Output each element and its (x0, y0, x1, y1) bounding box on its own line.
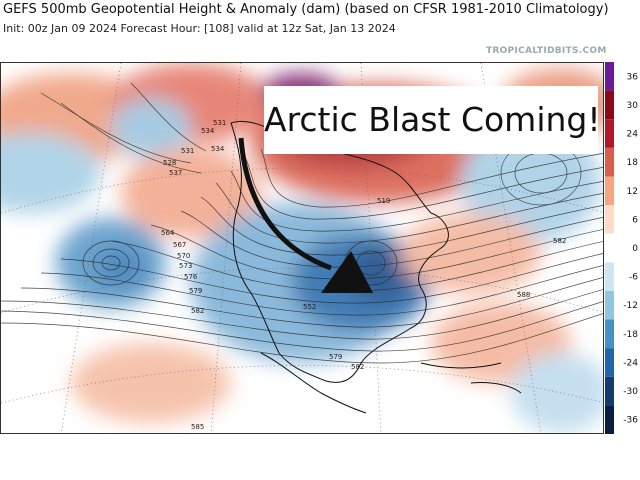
colorbar-swatch (605, 205, 614, 234)
contour-label: 579 (189, 287, 202, 295)
colorbar-tick-label: -18 (623, 330, 638, 340)
contour-label: 588 (517, 291, 530, 299)
colorbar-swatch (605, 147, 614, 177)
page-title: GEFS 500mb Geopotential Height & Anomaly… (3, 2, 609, 17)
colorbar-swatch (605, 319, 614, 349)
contour-label: 528 (163, 159, 176, 167)
contour-label: 534 (201, 127, 215, 135)
colorbar-tick-label: 36 (627, 72, 639, 82)
height-contours (1, 82, 603, 364)
contour-label: 582 (351, 363, 364, 371)
colorbar-swatch (605, 233, 614, 263)
colorbar-swatch (605, 119, 614, 148)
arctic-blast-callout: Arctic Blast Coming! (264, 86, 601, 154)
colorbar-tick-label: 24 (627, 130, 639, 140)
colorbar-swatch (605, 290, 614, 320)
colorbar-tick-label: 0 (632, 244, 638, 254)
contour-label: 534 (211, 145, 225, 153)
colorbar-tick-label: 30 (627, 101, 639, 111)
colorbar-tick-label: -24 (623, 358, 638, 368)
colorbar-legend: 36 30 24 18 12 6 0 -6 -12 -18 -24 -30 -36 (605, 62, 640, 434)
colorbar-graphic: 36 30 24 18 12 6 0 -6 -12 -18 -24 -30 -36 (605, 62, 639, 434)
contour-label: 564 (161, 229, 175, 237)
colorbar-swatch (605, 376, 614, 406)
colorbar-tick-label: 6 (632, 215, 638, 225)
contour-label: 573 (179, 262, 192, 270)
colorbar-swatch (605, 90, 614, 120)
contour-label: 582 (553, 237, 566, 245)
page-subtitle: Init: 00z Jan 09 2024 Forecast Hour: [10… (3, 22, 396, 35)
colorbar-swatch (605, 62, 614, 91)
site-credit: TROPICALTIDBITS.COM (486, 46, 607, 56)
contour-label: 567 (173, 241, 186, 249)
contour-label: 519 (377, 197, 390, 205)
contour-label: 582 (191, 307, 204, 315)
colorbar-tick-label: -12 (623, 301, 638, 311)
contour-label: 570 (177, 252, 190, 260)
colorbar-tick-label: -36 (623, 416, 638, 426)
arrow-icon (238, 137, 373, 293)
colorbar-tick-label: -30 (623, 387, 638, 397)
contour-label: 531 (181, 147, 194, 155)
colorbar-tick-label: 12 (627, 187, 638, 197)
contour-label: 537 (169, 169, 182, 177)
lat-lon-grid (1, 63, 603, 433)
coastlines (230, 120, 522, 414)
colorbar-swatch (605, 262, 614, 291)
colorbar-swatch (605, 405, 614, 434)
colorbar-swatch (605, 176, 614, 206)
colorbar-swatch (605, 348, 614, 377)
contour-label: 576 (184, 273, 198, 281)
contour-label: 585 (191, 423, 204, 431)
contour-label: 579 (329, 353, 342, 361)
colorbar-tick-label: -6 (629, 273, 638, 283)
contour-label: 552 (303, 303, 316, 311)
contour-label: 531 (213, 119, 226, 127)
colorbar-tick-label: 18 (627, 158, 639, 168)
